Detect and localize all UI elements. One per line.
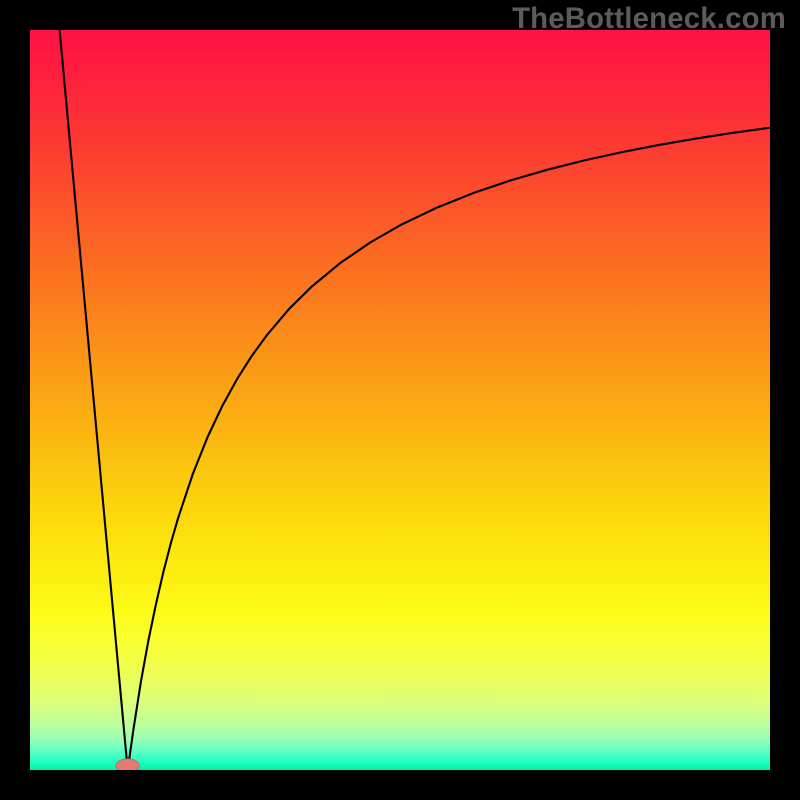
bottleneck-chart bbox=[30, 30, 770, 770]
chart-background bbox=[30, 30, 770, 770]
optimum-marker bbox=[116, 759, 140, 770]
chart-svg bbox=[30, 30, 770, 770]
